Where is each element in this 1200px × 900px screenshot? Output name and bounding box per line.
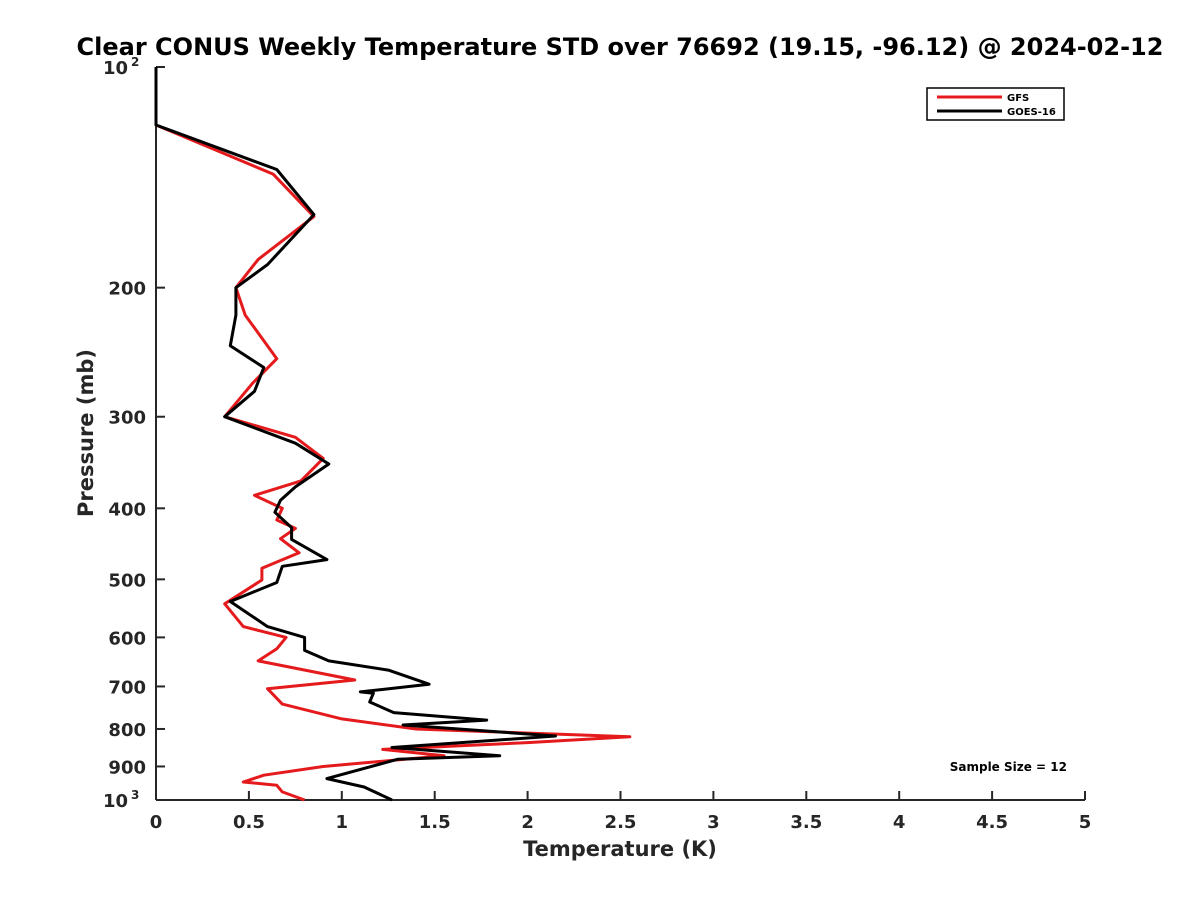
y-tick-label: 700 (108, 677, 146, 698)
x-tick-label: 1 (336, 812, 349, 833)
series-line-gfs (154, 67, 632, 802)
x-tick-label: 5 (1079, 812, 1092, 833)
y-tick-exponent: 2 (131, 55, 139, 69)
x-tick-label: 4.5 (976, 812, 1008, 833)
chart-title: Clear CONUS Weekly Temperature STD over … (77, 33, 1164, 61)
x-tick-label: 2 (521, 812, 534, 833)
series-line-goes-16 (154, 67, 557, 802)
legend-label-gfs: GFS (1007, 93, 1029, 104)
y-tick-label: 200 (108, 279, 146, 300)
sample-size-annotation: Sample Size = 12 (950, 760, 1067, 774)
legend: GFS GOES-16 (926, 87, 1065, 121)
x-axis-label: Temperature (K) (523, 837, 717, 861)
x-tick-label: 4 (893, 812, 906, 833)
x-tick-label: 3 (707, 812, 720, 833)
legend-box (926, 87, 1065, 121)
plot-area: 0 0.5 1 1.5 2 2.5 3 3.5 4 4.5 510 22003004005006007… (103, 55, 1091, 833)
x-tick-label: 1.5 (419, 812, 451, 833)
x-tick-label: 0 (150, 812, 163, 833)
y-tick-label: 900 (108, 757, 146, 778)
legend-label-goes-16: GOES-16 (1007, 107, 1056, 118)
y-axis-label: Pressure (mb) (74, 349, 98, 517)
x-tick-label: 3.5 (790, 812, 822, 833)
x-tick-label: 2.5 (605, 812, 637, 833)
y-tick-label: 800 (108, 720, 146, 741)
y-tick-label: 10 (103, 58, 128, 79)
y-tick-label: 600 (108, 628, 146, 649)
x-tick-label: 0.5 (233, 812, 265, 833)
y-tick-label: 400 (108, 499, 146, 520)
y-tick-label: 300 (108, 408, 146, 429)
y-tick-label: 500 (108, 570, 146, 591)
y-tick-label: 10 (103, 791, 128, 812)
y-tick-exponent: 3 (131, 788, 139, 802)
